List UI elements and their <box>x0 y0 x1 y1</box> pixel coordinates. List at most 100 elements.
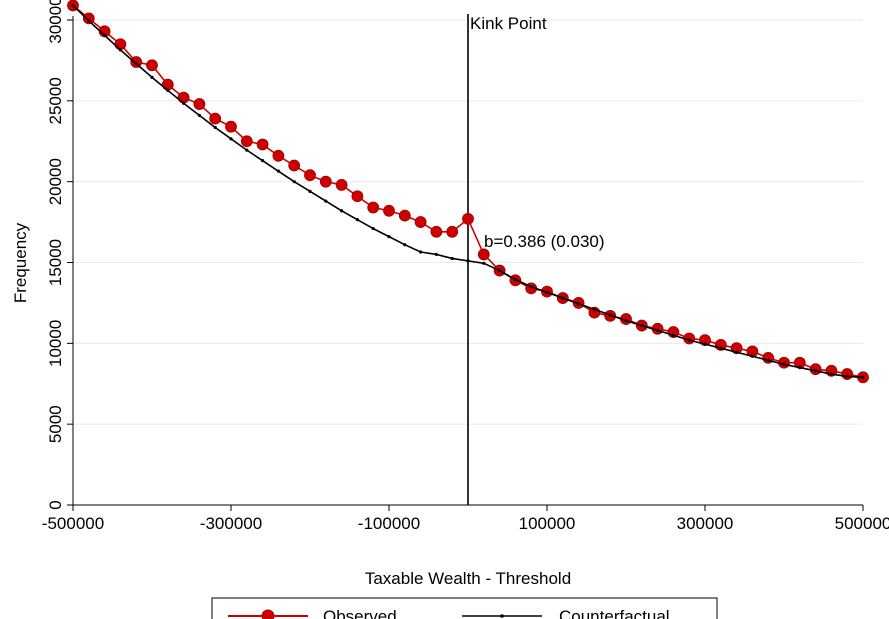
counterfactual-point <box>671 333 676 337</box>
counterfactual-point <box>608 313 612 317</box>
counterfactual-point <box>71 3 75 8</box>
estimate-annotation: b=0.386 (0.030) <box>484 232 605 251</box>
counterfactual-point <box>861 375 865 379</box>
counterfactual-point <box>213 125 217 130</box>
counterfactual-point <box>182 101 186 105</box>
counterfactual-point <box>561 296 565 300</box>
counterfactual-point <box>308 189 312 193</box>
observed-point <box>114 38 127 51</box>
counterfactual-point <box>687 338 691 342</box>
counterfactual-point <box>197 113 201 117</box>
observed-point <box>414 216 427 228</box>
observed-point <box>146 59 158 72</box>
observed-point <box>367 201 380 214</box>
y-tick-label: 10000 <box>46 320 65 367</box>
x-tick-label: -500000 <box>42 514 104 533</box>
counterfactual-point <box>592 307 597 311</box>
x-tick-label: 300000 <box>677 514 734 533</box>
counterfactual-point <box>703 342 707 346</box>
observed-point <box>82 12 95 25</box>
counterfactual-point <box>118 48 122 52</box>
counterfactual-point <box>324 199 328 203</box>
counterfactual-point <box>450 256 454 261</box>
counterfactual-point <box>419 250 423 254</box>
counterfactual-point <box>656 328 660 332</box>
y-tick-label: 20000 <box>46 158 65 205</box>
observed-point <box>351 190 364 203</box>
counterfactual-point <box>434 252 438 257</box>
counterfactual-point <box>624 319 628 323</box>
counterfactual-point <box>750 354 755 358</box>
legend-box <box>211 597 718 619</box>
observed-point <box>398 209 411 222</box>
counterfactual-point <box>513 277 518 282</box>
counterfactual-point <box>845 374 849 379</box>
kink-point-label: Kink Point <box>470 14 547 33</box>
counterfactual-point <box>719 346 723 350</box>
counterfactual-point <box>529 285 533 289</box>
observed-point <box>319 175 332 188</box>
counterfactual-point <box>134 62 138 66</box>
observed-point <box>256 138 269 151</box>
x-axis-label: Taxable Wealth - Threshold <box>365 569 571 588</box>
y-axis-ticks: 0 5000 10000 15000 20000 25000 30000 <box>46 0 73 510</box>
observed-point <box>809 363 822 376</box>
legend: Observed Counterfactual <box>211 597 718 619</box>
observed-point <box>193 98 206 110</box>
y-tick-label: 15000 <box>46 239 65 286</box>
counterfactual-point <box>782 362 786 366</box>
series-layer <box>67 0 869 384</box>
counterfactual-point <box>276 169 280 173</box>
legend-observed-label: Observed <box>323 607 397 619</box>
counterfactual-point <box>166 88 170 92</box>
counterfactual-point <box>229 137 233 141</box>
observed-point <box>383 204 395 217</box>
x-axis-ticks: -500000 -300000 -100000 100000 300000 500000 <box>42 505 889 533</box>
observed-point <box>430 225 443 238</box>
observed-point <box>477 248 490 261</box>
legend-counterfactual-marker <box>500 614 504 618</box>
y-axis-label: Frequency <box>11 222 30 303</box>
counterfactual-point <box>766 358 770 362</box>
y-tick-label: 5000 <box>46 405 65 443</box>
counterfactual-point <box>814 369 818 373</box>
observed-point <box>177 91 190 104</box>
counterfactual-point <box>340 209 344 213</box>
counterfactual-point <box>87 19 91 23</box>
y-tick-label: 30000 <box>46 0 65 44</box>
counterfactual-point <box>150 75 154 79</box>
observed-point <box>161 78 174 91</box>
observed-point <box>240 135 253 148</box>
counterfactual-point <box>355 218 359 222</box>
counterfactual-point <box>245 148 249 152</box>
counterfactual-point <box>498 268 502 273</box>
counterfactual-point <box>466 259 470 263</box>
observed-point <box>288 159 301 172</box>
counterfactual-point <box>261 159 265 163</box>
counterfactual-point <box>577 302 581 306</box>
observed-point <box>462 212 474 225</box>
counterfactual-point <box>387 235 391 239</box>
counterfactual-point <box>482 261 486 265</box>
observed-point <box>130 56 143 68</box>
x-tick-label: -300000 <box>200 514 262 533</box>
observed-point <box>225 120 237 133</box>
series-counterfactual <box>71 3 865 379</box>
observed-point <box>272 149 285 162</box>
observed-point <box>304 169 316 182</box>
counterfactual-point <box>103 33 107 37</box>
counterfactual-point <box>403 243 407 247</box>
legend-observed-marker <box>261 609 275 619</box>
x-tick-label: -100000 <box>358 514 420 533</box>
legend-counterfactual-label: Counterfactual <box>559 607 670 619</box>
counterfactual-point <box>545 290 549 295</box>
y-tick-label: 0 <box>46 500 65 509</box>
observed-point <box>446 225 459 238</box>
counterfactual-point <box>735 350 739 354</box>
y-tick-label: 25000 <box>46 77 65 124</box>
x-tick-label: 500000 <box>835 514 889 533</box>
x-tick-label: 100000 <box>519 514 576 533</box>
observed-point <box>209 112 222 125</box>
counterfactual-point <box>640 323 644 328</box>
